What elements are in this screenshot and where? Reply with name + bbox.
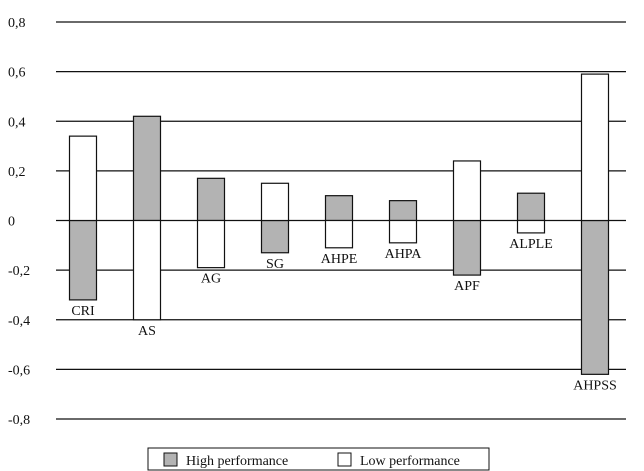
category-labels: CRI AS AG SG AHPE AHPA APF ALPLE AHPSS xyxy=(71,237,616,393)
y-tick-label: 0,6 xyxy=(8,66,26,81)
legend: High performance Low performance xyxy=(147,447,490,471)
y-tick-label: -0,2 xyxy=(8,264,30,279)
legend-frame xyxy=(147,447,490,471)
legend-label-low-performance: Low performance xyxy=(360,454,460,469)
bar-alple-high xyxy=(516,192,546,222)
bar-cri-low xyxy=(68,135,98,222)
bar-ag-low xyxy=(196,219,226,269)
category-label-ahpe: AHPE xyxy=(321,252,358,267)
bar-ag-high xyxy=(196,177,226,222)
category-label-as: AS xyxy=(138,324,156,339)
y-tick-label: -0,4 xyxy=(8,314,30,329)
bar-as-high xyxy=(132,115,162,222)
category-label-ag: AG xyxy=(201,272,221,287)
bar-ahpe-high xyxy=(324,195,354,222)
bar-as-low xyxy=(132,219,162,321)
bar-ahpss-high xyxy=(580,219,610,375)
bar-alple-low xyxy=(516,219,546,234)
category-label-ahpa: AHPA xyxy=(385,247,423,262)
y-tick-label: -0,6 xyxy=(8,363,30,378)
y-tick-label: 0,4 xyxy=(8,115,26,130)
category-label-sg: SG xyxy=(266,257,284,272)
y-axis-tick-labels: 0,8 0,6 0,4 0,2 0 -0,2 -0,4 -0,6 -0,8 xyxy=(8,16,30,428)
bars xyxy=(68,73,610,375)
category-label-alple: ALPLE xyxy=(509,237,553,252)
bar-sg-high xyxy=(260,219,290,254)
y-tick-label: 0 xyxy=(8,215,15,230)
bar-cri-high xyxy=(68,219,98,301)
legend-swatch-high-performance xyxy=(163,452,178,467)
y-tick-label: 0,8 xyxy=(8,16,26,31)
bar-apf-low xyxy=(452,160,482,222)
y-tick-label: -0,8 xyxy=(8,413,30,428)
legend-label-high-performance: High performance xyxy=(186,454,288,469)
category-label-apf: APF xyxy=(454,279,480,294)
bar-ahpss-low xyxy=(580,73,610,222)
category-label-ahpss: AHPSS xyxy=(573,378,617,393)
category-label-cri: CRI xyxy=(71,304,95,319)
bar-sg-low xyxy=(260,182,290,222)
legend-swatch-low-performance xyxy=(337,452,352,467)
y-tick-label: 0,2 xyxy=(8,165,26,180)
bar-ahpa-low xyxy=(388,219,418,244)
bar-apf-high xyxy=(452,219,482,276)
bar-ahpa-high xyxy=(388,200,418,222)
bar-ahpe-low xyxy=(324,219,354,249)
